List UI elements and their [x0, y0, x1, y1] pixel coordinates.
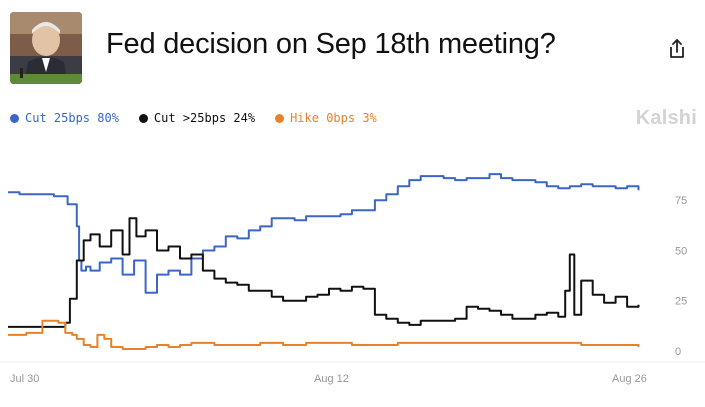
series-line-cut-25bps[interactable]: [8, 173, 640, 294]
series-line-cut-25bps[interactable]: [8, 217, 640, 328]
legend-dot-cut-25: [10, 113, 19, 123]
legend-label-cut-over-25: Cut >25bps 24%: [153, 111, 256, 125]
series-line-hike-0bps[interactable]: [8, 319, 640, 350]
share-icon: [670, 39, 684, 58]
x-tick-label-aug-26: Aug 26: [612, 373, 647, 385]
x-tick-label-aug-12: Aug 12: [314, 373, 349, 385]
speaker-photo-icon: [10, 12, 82, 84]
market-thumbnail: [10, 12, 82, 84]
chart-legend: Cut 25bps 80% Cut >25bps 24% Hike 0bps 3…: [10, 111, 377, 125]
legend-item-hike-0[interactable]: Hike 0bps 3%: [275, 111, 377, 125]
legend-dot-hike-0: [275, 113, 285, 123]
y-tick-label-50: 50: [675, 245, 687, 257]
legend-item-cut-25[interactable]: Cut 25bps 80%: [10, 111, 119, 125]
y-tick-label-0: 0: [675, 346, 681, 358]
share-button[interactable]: [664, 36, 690, 62]
legend-label-cut-25: Cut 25bps 80%: [25, 111, 119, 125]
x-tick-label-jul-30: Jul 30: [10, 373, 39, 385]
legend-item-cut-over-25[interactable]: Cut >25bps 24%: [138, 111, 256, 125]
y-tick-label-75: 75: [675, 195, 687, 207]
legend-label-hike-0: Hike 0bps 3%: [290, 111, 377, 125]
kalshi-logo: Kalshi: [635, 107, 697, 129]
y-tick-label-25: 25: [675, 296, 687, 308]
probability-line-chart: 0 25 50 75 Jul 30 Aug 12 Aug 26: [0, 173, 705, 385]
legend-dot-cut-over-25: [138, 113, 148, 123]
page-title: Fed decision on Sep 18th meeting?: [106, 28, 556, 60]
